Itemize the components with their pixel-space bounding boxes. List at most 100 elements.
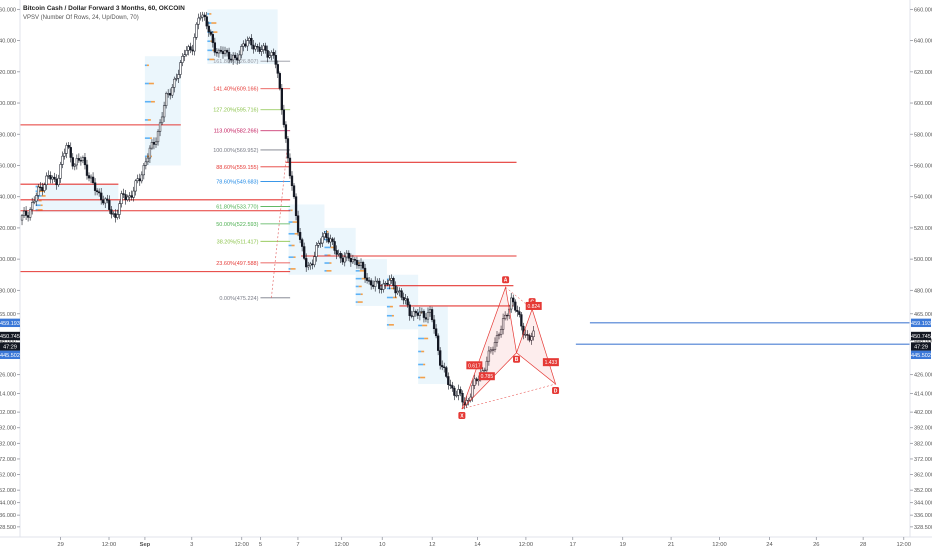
- candle-down: [363, 267, 367, 279]
- candle-up: [374, 280, 377, 287]
- candle-down: [108, 200, 111, 210]
- candle-up: [181, 56, 184, 63]
- harmonic-point-x: X: [458, 411, 466, 419]
- candle-down: [53, 176, 56, 180]
- candle-up: [158, 122, 162, 132]
- candle-up: [75, 158, 78, 166]
- volume-profile-bar-up: [386, 296, 393, 299]
- candle-down: [215, 52, 219, 54]
- volume-profile-bar-up: [207, 13, 210, 15]
- fib-trend-line: [271, 149, 288, 298]
- candle-up: [420, 311, 424, 313]
- candle-up: [175, 78, 178, 80]
- harmonic-ratio-label: 0.617: [468, 363, 481, 369]
- volume-profile-bar-down: [148, 82, 154, 85]
- fib-level-label: 100.00%(569.952): [213, 148, 258, 154]
- y-tick-label-left: 344.000: [0, 501, 16, 507]
- volume-profile-bar-down: [423, 363, 426, 366]
- last-price-badge: [911, 331, 931, 341]
- candle-up: [307, 265, 310, 268]
- candle-up: [268, 55, 271, 58]
- candle-down: [272, 52, 275, 56]
- candle-up: [112, 213, 115, 215]
- candle-down: [138, 178, 141, 182]
- volume-profile-bar-up: [288, 268, 291, 270]
- volume-profile-bar-up: [288, 256, 294, 258]
- y-tick-label-right: 540.000: [914, 195, 932, 201]
- candle-up: [359, 262, 363, 266]
- harmonic-xd-line: [461, 383, 556, 410]
- candle-up: [248, 37, 251, 41]
- volume-profile-bar-up: [418, 350, 422, 353]
- candle-up: [217, 49, 221, 54]
- y-tick-label-right: 620.000: [914, 70, 932, 76]
- fib-level-label: 38.20%(511.417): [217, 239, 259, 245]
- candle-up: [260, 49, 263, 52]
- candle-up: [146, 157, 150, 163]
- volume-profile-bar-down: [212, 49, 215, 52]
- candle-down: [286, 138, 290, 159]
- harmonic-ratio-label: 0.785: [481, 374, 494, 380]
- volume-profile-bar-down: [420, 376, 426, 379]
- candle-down: [93, 182, 97, 191]
- candle-up: [493, 342, 497, 351]
- x-tick-label: 26: [813, 542, 819, 548]
- candle-down: [282, 109, 286, 125]
- volume-profile-bar-down: [357, 301, 363, 303]
- candle-up: [398, 290, 401, 292]
- candle-up: [384, 282, 387, 285]
- volume-profile-bar-up: [144, 155, 147, 158]
- candle-down: [386, 282, 389, 285]
- candle-down: [367, 280, 371, 282]
- volume-profile-bar-down: [209, 58, 215, 61]
- y-tick-label-right: 448.000: [914, 338, 932, 344]
- support-lower-price-badge: [911, 350, 931, 360]
- candle-up: [128, 195, 131, 198]
- candle-down: [67, 145, 70, 148]
- candle-down: [372, 284, 375, 287]
- volume-profile-bar-down: [150, 100, 155, 103]
- volume-profile-bar-up: [386, 305, 390, 308]
- candle-down: [331, 238, 334, 242]
- candle-up: [343, 256, 346, 263]
- y-tick-label-left: 660.000: [0, 7, 16, 13]
- candle-down: [451, 385, 454, 389]
- candle-up: [118, 203, 121, 215]
- candle-down: [449, 384, 452, 386]
- candle-up: [134, 180, 137, 192]
- candle-up: [382, 283, 385, 290]
- volume-profile-bar-up: [207, 22, 212, 24]
- candle-up: [63, 153, 66, 157]
- volume-profile-bar-down: [294, 232, 299, 235]
- candle-up: [65, 145, 68, 154]
- x-tick-label: Sep: [140, 542, 151, 548]
- candle-down: [244, 43, 247, 47]
- volume-profile-bar-up: [324, 254, 328, 257]
- candle-up: [321, 236, 324, 244]
- volume-profile-bar-down: [40, 204, 43, 207]
- candle-down: [41, 187, 44, 191]
- volume-profile-bar-up: [207, 49, 213, 52]
- candle-down: [79, 160, 83, 162]
- candle-down: [114, 213, 117, 218]
- candle-down: [333, 241, 336, 251]
- volume-profile-bar-up: [418, 337, 425, 340]
- countdown-badge-label: 47:29: [914, 345, 928, 351]
- volume-profile-bar-down: [392, 296, 397, 299]
- volume-profile-bar-up: [355, 285, 359, 288]
- candle-down: [520, 314, 523, 327]
- candle-down: [236, 57, 239, 61]
- y-tick-label-left: 402.000: [0, 410, 16, 416]
- x-tick-label: 28: [860, 542, 866, 548]
- y-tick-label-right: 580.000: [914, 132, 932, 138]
- candle-down: [303, 246, 306, 259]
- y-tick-label-right: 336.000: [914, 513, 932, 519]
- candle-down: [26, 215, 30, 218]
- indicator-legend[interactable]: VPSV (Number Of Rows, 24, Up/Down, 70): [23, 15, 139, 21]
- volume-profile-bar-up: [386, 314, 392, 317]
- volume-profile-bar-down: [360, 293, 363, 296]
- candle-up: [164, 93, 168, 106]
- candle-down: [98, 191, 101, 194]
- candle-up: [242, 43, 245, 47]
